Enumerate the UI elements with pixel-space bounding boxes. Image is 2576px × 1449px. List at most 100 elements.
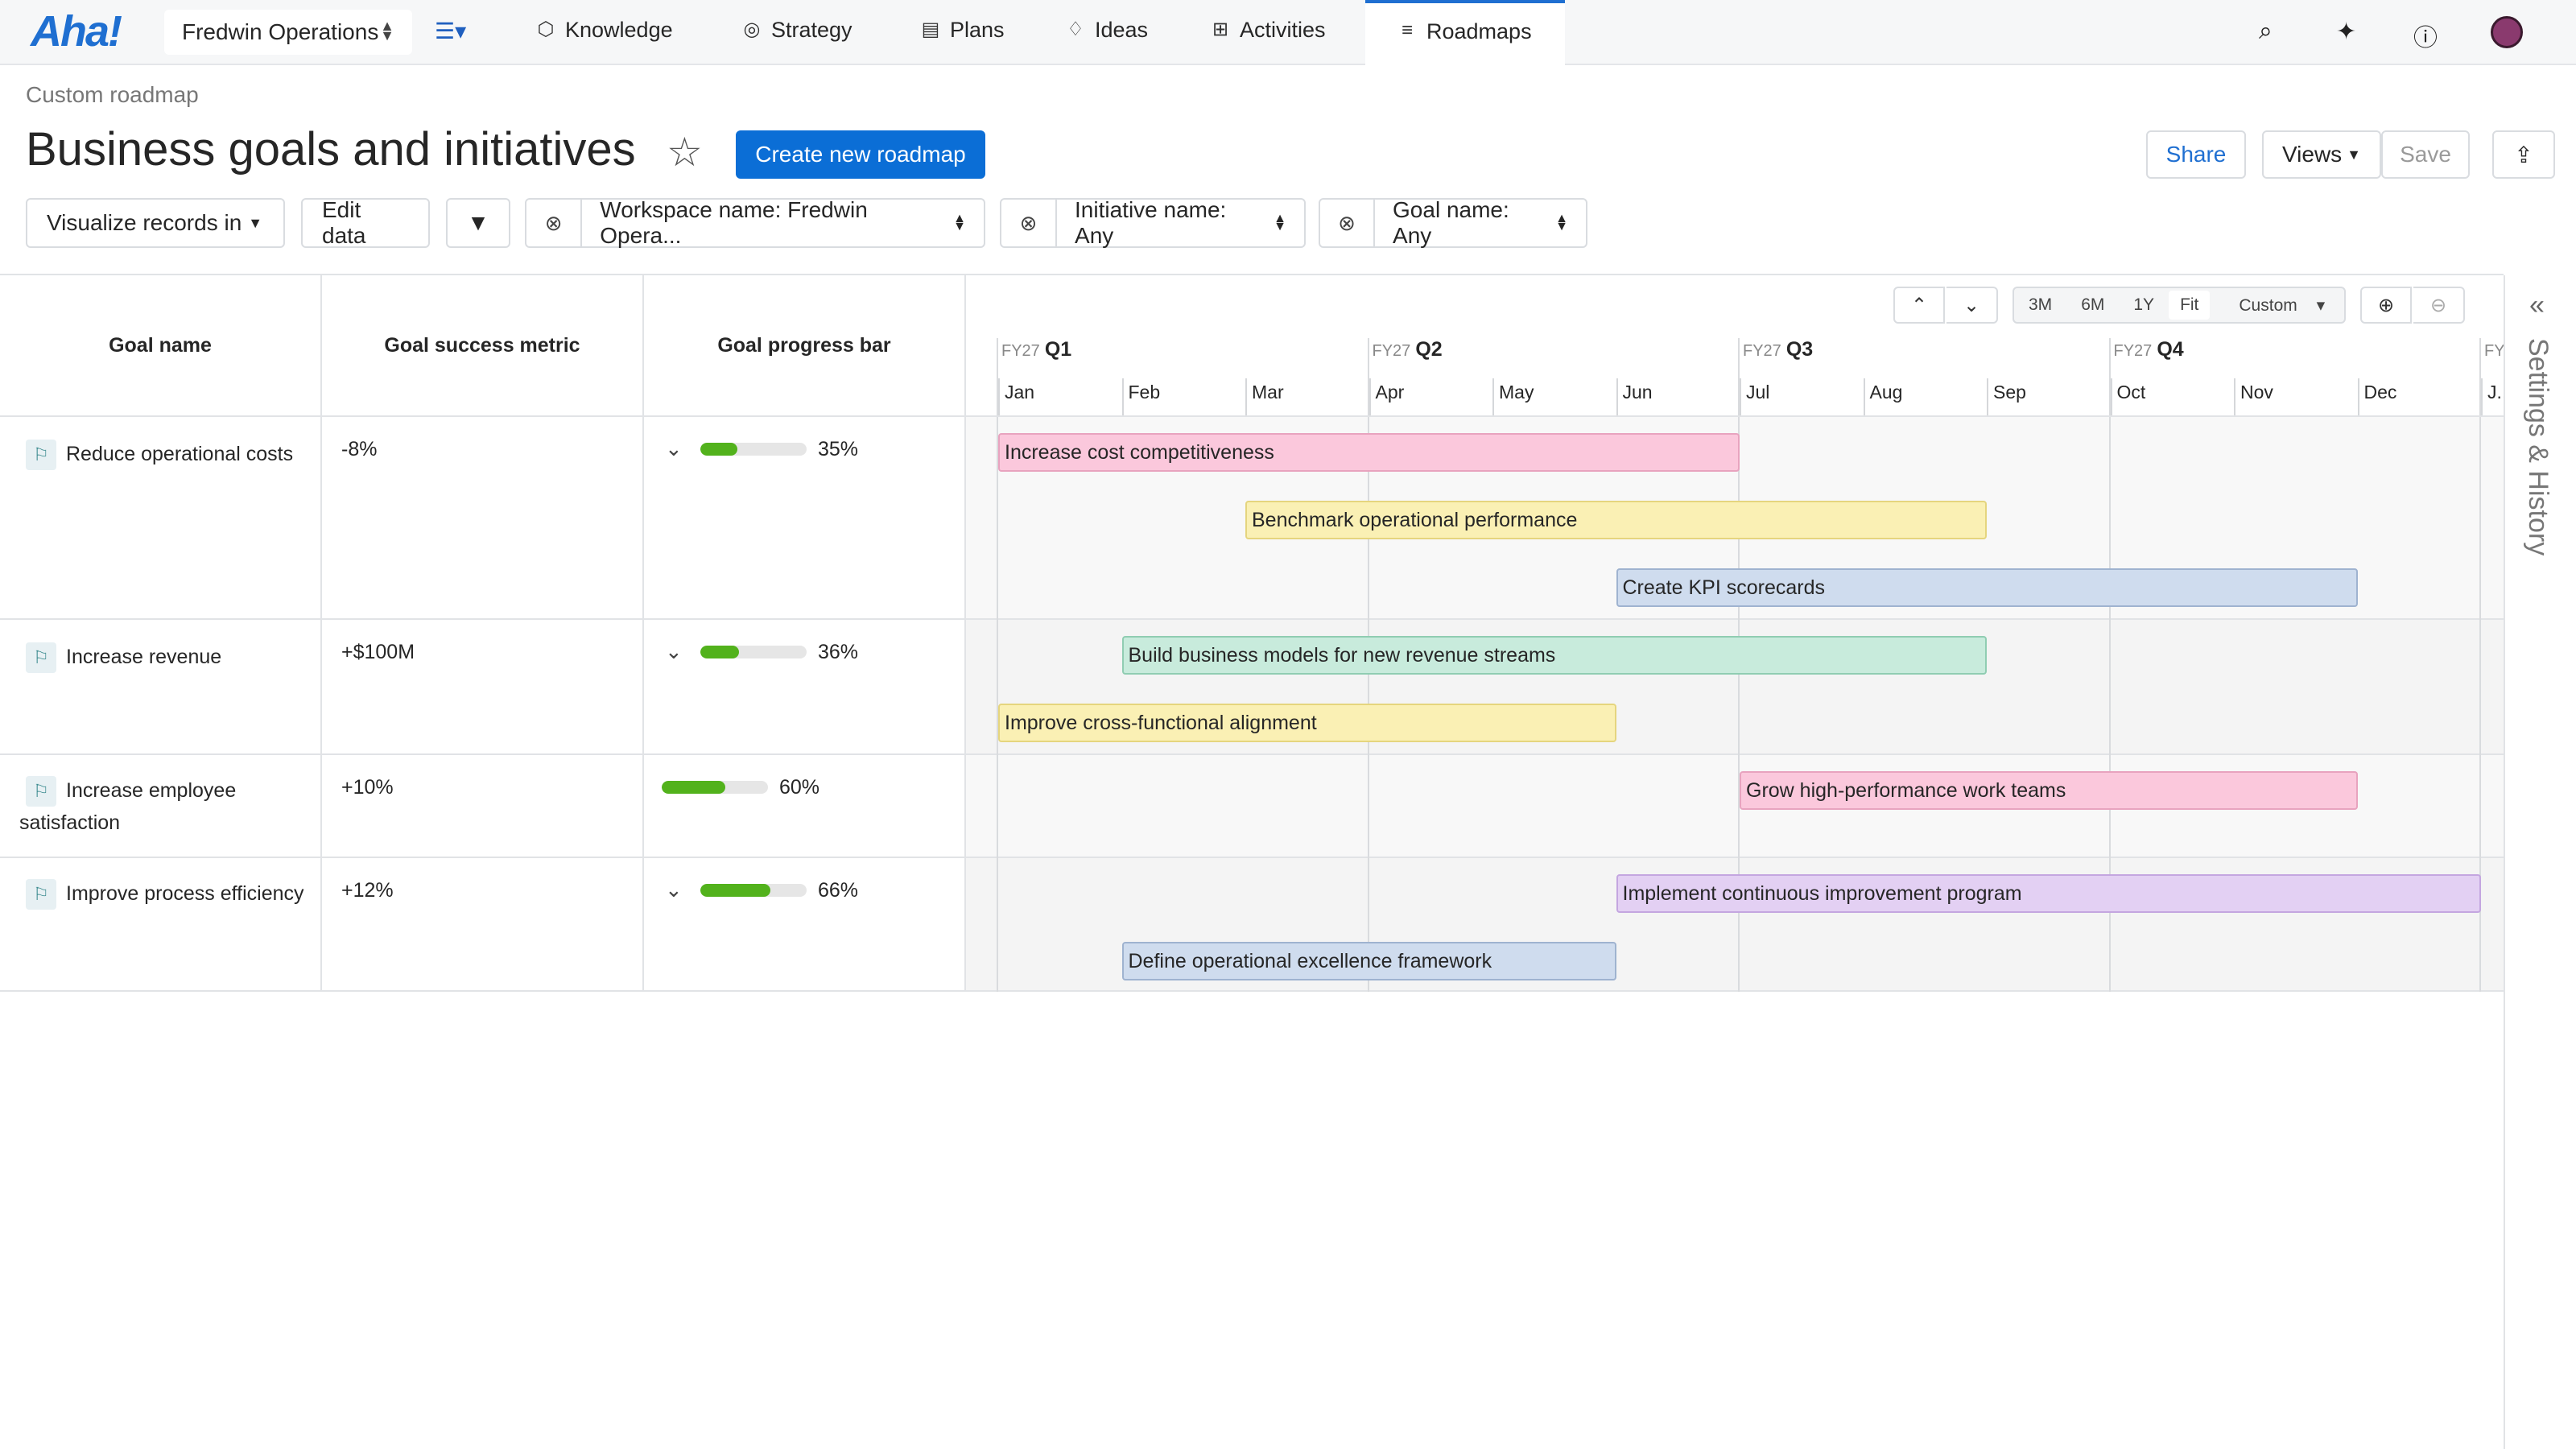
- zoom-out-icon[interactable]: ⊖: [2413, 287, 2465, 324]
- roadmap-bar[interactable]: Grow high-performance work teams: [1740, 771, 2358, 810]
- roadmap-bar[interactable]: Create KPI scorecards: [1616, 568, 2358, 607]
- progress-label: 36%: [818, 641, 859, 663]
- zoom-6m[interactable]: 6M: [2081, 295, 2105, 314]
- progress-bar: [662, 781, 768, 794]
- double-chevron-left-icon[interactable]: «: [2529, 290, 2545, 320]
- visualize-records-button[interactable]: Visualize records in ▼: [26, 198, 285, 248]
- share-button[interactable]: Share: [2146, 130, 2246, 179]
- nav-knowledge[interactable]: ⬡ Knowledge: [535, 0, 673, 65]
- month-label: Sep: [1987, 378, 2111, 415]
- chevron-down-icon[interactable]: ⌄: [665, 877, 683, 902]
- progress-fill: [700, 646, 739, 658]
- roadmap-bar[interactable]: Improve cross-functional alignment: [998, 704, 1616, 742]
- zoom-fit[interactable]: Fit: [2169, 291, 2211, 320]
- collapse-all-icon[interactable]: ⌃: [1893, 287, 1945, 324]
- views-button[interactable]: Views ▼: [2262, 130, 2381, 179]
- edit-data-button[interactable]: Edit data: [301, 197, 430, 248]
- aha-logo[interactable]: Aha!: [31, 7, 122, 56]
- column-header-goal-name[interactable]: Goal name: [0, 275, 322, 417]
- settings-history-label[interactable]: Settings & History: [2523, 338, 2553, 556]
- clear-filter-icon[interactable]: ⊗: [1001, 200, 1058, 246]
- clear-filter-icon[interactable]: ⊗: [1320, 200, 1376, 246]
- goal-metric: +10%: [341, 776, 394, 799]
- roadmap-bar[interactable]: Increase cost competitiveness: [998, 433, 1740, 472]
- initiative-filter[interactable]: ⊗ Initiative name: Any ▲ ▼: [1000, 197, 1306, 248]
- initiative-filter-label: Initiative name: Any: [1075, 197, 1227, 248]
- zoom-1y[interactable]: 1Y: [2133, 295, 2155, 314]
- nav-label: Activities: [1240, 18, 1326, 42]
- table-row-goal[interactable]: ⚐ Improve process efficiency: [19, 877, 309, 910]
- nav-roadmaps[interactable]: ≡ Roadmaps: [1365, 0, 1565, 66]
- roadmap-menu-icon[interactable]: ☰▾: [435, 19, 467, 43]
- roadmap-bar[interactable]: Define operational excellence framework: [1121, 942, 1616, 980]
- create-roadmap-button[interactable]: Create new roadmap: [736, 130, 985, 179]
- chevron-down-icon[interactable]: ⌄: [665, 639, 683, 663]
- save-button[interactable]: Save: [2381, 130, 2470, 179]
- goal-name: Increase employee satisfaction: [19, 779, 237, 835]
- goal-flag-icon: ⚐: [26, 879, 56, 910]
- grid-icon: ⊞: [1212, 19, 1229, 40]
- zoom-custom[interactable]: Custom ▾: [2210, 295, 2339, 316]
- goal-name: Increase revenue: [66, 646, 222, 668]
- roadmap-bar[interactable]: Build business models for new revenue st…: [1121, 636, 1987, 675]
- goal-name: Improve process efficiency: [66, 882, 304, 905]
- month-label: Aug: [1863, 378, 1988, 415]
- workspace-name: Fredwin Operations: [182, 19, 379, 44]
- month-label: Jun: [1616, 378, 1740, 415]
- caret-down-icon: ▼: [248, 214, 263, 231]
- goal-metric: +$100M: [341, 641, 415, 663]
- workspace-selector[interactable]: Fredwin Operations ▲ ▼: [164, 10, 412, 55]
- zoom-presets: 3M 6M 1Y Fit Custom ▾: [2013, 287, 2346, 324]
- quarter-label: FY27 Q3: [1743, 338, 1814, 361]
- row-divider: [0, 857, 2504, 858]
- updown-icon: ▲ ▼: [380, 18, 394, 43]
- table-row-goal[interactable]: ⚐ Reduce operational costs: [26, 438, 316, 471]
- roadmap-bar[interactable]: Implement continuous improvement program: [1616, 874, 2481, 913]
- breadcrumb[interactable]: Custom roadmap: [26, 82, 199, 107]
- progress-bar: [700, 884, 807, 897]
- progress-fill: [662, 781, 726, 794]
- zoom-3m[interactable]: 3M: [2029, 295, 2053, 314]
- help-icon[interactable]: ⓘ: [2413, 25, 2438, 52]
- export-icon[interactable]: ⇪: [2492, 130, 2555, 179]
- nav-label: Plans: [950, 18, 1005, 42]
- nav-activities[interactable]: ⊞ Activities: [1209, 0, 1326, 65]
- goal-metric: +12%: [341, 879, 394, 902]
- nav-ideas[interactable]: ♢ Ideas: [1064, 0, 1148, 65]
- nav-strategy[interactable]: ◎ Strategy: [741, 0, 852, 65]
- zoom-custom-label: Custom: [2239, 295, 2297, 315]
- zoom-in-icon[interactable]: ⊕: [2360, 287, 2412, 324]
- progress-bar: [700, 646, 807, 658]
- star-icon[interactable]: ☆: [667, 130, 703, 175]
- column-header-goal-progress[interactable]: Goal progress bar: [644, 275, 966, 417]
- workspace-filter-label: Workspace name: Fredwin Opera...: [600, 197, 868, 248]
- table-row-goal[interactable]: ⚐ Increase employee satisfaction: [19, 774, 309, 839]
- roadmap-icon: ≡: [1401, 19, 1413, 41]
- nav-label: Knowledge: [565, 18, 673, 42]
- chevron-down-icon[interactable]: ⌄: [665, 436, 683, 460]
- progress-fill: [700, 443, 738, 456]
- column-header-goal-metric[interactable]: Goal success metric: [322, 275, 644, 417]
- month-label: Oct: [2110, 378, 2235, 415]
- ai-assistant-icon[interactable]: ✦: [2336, 19, 2357, 45]
- search-icon[interactable]: ⌕: [2259, 18, 2273, 44]
- goal-filter[interactable]: ⊗ Goal name: Any ▲ ▼: [1319, 197, 1587, 248]
- month-label: Apr: [1368, 378, 1493, 415]
- table-row-goal[interactable]: ⚐ Increase revenue: [26, 641, 316, 674]
- workspace-filter-content: Workspace name: Fredwin Opera... ▲ ▼: [582, 197, 984, 248]
- avatar[interactable]: [2491, 16, 2523, 48]
- month-label: Nov: [2234, 378, 2358, 415]
- expand-all-icon[interactable]: ⌄: [1946, 287, 1998, 324]
- quarter-label: FY27 Q2: [1372, 338, 1443, 361]
- goal-filter-content: Goal name: Any ▲ ▼: [1375, 197, 1586, 248]
- settings-history-panel[interactable]: « Settings & History: [2504, 275, 2576, 1449]
- updown-icon: ▲ ▼: [1274, 212, 1286, 233]
- workspace-filter[interactable]: ⊗ Workspace name: Fredwin Opera... ▲ ▼: [525, 197, 985, 248]
- cube-icon: ⬡: [537, 19, 555, 40]
- month-label: Feb: [1121, 378, 1246, 415]
- nav-plans[interactable]: ▤ Plans: [919, 0, 1005, 65]
- filter-icon[interactable]: ▼: [446, 198, 510, 248]
- clear-filter-icon[interactable]: ⊗: [526, 200, 583, 246]
- roadmap-bar[interactable]: Benchmark operational performance: [1245, 501, 1987, 539]
- progress-label: 60%: [779, 776, 820, 799]
